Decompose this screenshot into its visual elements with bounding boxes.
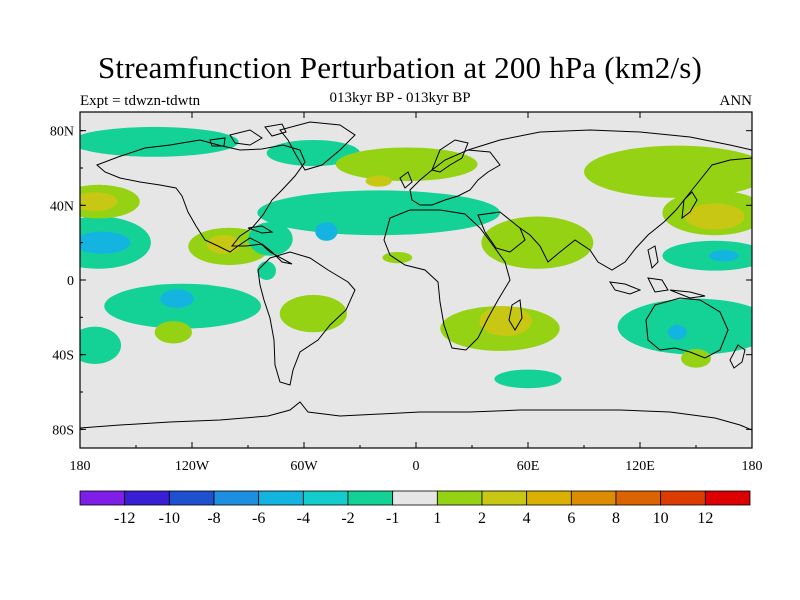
colorbar-label: -8 xyxy=(207,510,220,527)
colorbar-box xyxy=(570,490,617,506)
contour-s-atlantic-pos xyxy=(279,294,347,333)
coast-new-zealand xyxy=(729,344,746,369)
colorbar-box xyxy=(660,490,706,506)
colorbar-label: 2 xyxy=(478,510,486,527)
y-tick-label: 40N xyxy=(50,199,74,214)
contour-japan-core xyxy=(684,203,745,230)
x-tick-label: 0 xyxy=(413,459,420,474)
colorbar-label: -12 xyxy=(114,510,135,527)
contour-s-africa-core xyxy=(479,306,532,337)
colorbar-label: -2 xyxy=(341,510,354,527)
contour-mexico-core xyxy=(206,235,241,254)
contour-central-pac-core xyxy=(160,289,194,308)
coast-arctic-islands xyxy=(209,123,287,147)
coast-south-america xyxy=(257,251,356,386)
colorbar-label: -10 xyxy=(159,510,180,527)
x-axis: 180 120W 60W 0 60E 120E 180 xyxy=(70,112,763,474)
x-tick-label: 120W xyxy=(175,459,210,474)
y-tick-label: 80N xyxy=(50,125,74,140)
colorbar-box xyxy=(79,490,126,506)
x-tick-label: 180 xyxy=(70,459,91,474)
colorbar-label: 1 xyxy=(433,510,441,527)
coast-scandinavia xyxy=(431,139,469,173)
colorbar: -12 -10 -8 -6 -4 -2 -1 1 2 4 6 8 10 12 xyxy=(79,490,751,527)
colorbar-box xyxy=(704,490,751,506)
colorbar-box xyxy=(347,490,394,506)
contour-w-pac-core xyxy=(709,250,739,262)
contour-nw-pacific-core xyxy=(80,192,118,211)
colorbar-label: 10 xyxy=(653,510,669,527)
colorbar-label: -6 xyxy=(252,510,265,527)
season-label: ANN xyxy=(719,93,753,109)
colorbar-label: 4 xyxy=(523,510,531,527)
coast-madagascar xyxy=(508,299,523,331)
contour-arctic-pac-neg xyxy=(80,126,239,157)
coastlines xyxy=(80,121,752,431)
colorbar-label: 6 xyxy=(567,510,575,527)
contour-caribbean-neg xyxy=(248,222,293,256)
contour-s-america-neg xyxy=(257,261,276,280)
colorbar-box xyxy=(392,490,438,506)
y-tick-label: 80S xyxy=(52,423,74,438)
contour-w-pac-neg xyxy=(662,240,752,271)
contour-far-s-pac-pos xyxy=(681,349,711,368)
experiment-label: Expt = tdwzn-tdwtn xyxy=(80,93,201,109)
x-tick-label: 180 xyxy=(742,459,763,474)
coast-cuba xyxy=(247,225,274,234)
plot-title: Streamfunction Perturbation at 200 hPa (… xyxy=(97,50,703,85)
colorbar-label: 12 xyxy=(697,510,713,527)
coast-japan xyxy=(681,191,698,220)
contour-sw-pacific-core xyxy=(80,231,131,254)
coast-arabia xyxy=(477,211,526,253)
contour-nw-pac-e-pos xyxy=(584,145,752,198)
colorbar-box xyxy=(258,490,304,506)
y-axis: 80N 40N 0 40S 80S xyxy=(50,125,752,438)
contour-s-pac-pos xyxy=(154,321,192,344)
coast-indonesia xyxy=(609,277,706,299)
coast-british-isles xyxy=(399,171,413,189)
colorbar-box xyxy=(481,490,528,506)
colorbar-box xyxy=(124,490,170,506)
colorbar-label: -1 xyxy=(386,510,399,527)
colorbar-box xyxy=(615,490,662,506)
coast-greenland xyxy=(279,121,356,171)
y-tick-label: 40S xyxy=(52,349,74,364)
contour-s-ocean-neg xyxy=(494,369,562,389)
contour-australia-neg xyxy=(617,298,752,355)
contour-w-africa-pos xyxy=(382,252,413,264)
coast-africa xyxy=(383,209,511,351)
colorbar-box xyxy=(526,490,572,506)
contour-n-atlantic-neg xyxy=(257,190,500,236)
colorbar-box xyxy=(436,490,483,506)
colorbar-box xyxy=(168,490,215,506)
colorbar-box xyxy=(302,490,349,506)
x-tick-label: 120E xyxy=(625,459,655,474)
contour-se-pac-neg xyxy=(80,326,122,364)
colorbar-box xyxy=(213,490,260,506)
coast-philippines xyxy=(647,245,659,269)
coast-asia xyxy=(467,129,752,271)
x-tick-label: 60E xyxy=(517,459,540,474)
contour-arctic-pos xyxy=(335,147,478,182)
contour-greenland-neg xyxy=(266,140,361,167)
colorbar-label: -4 xyxy=(297,510,310,527)
contour-n-atlantic-core xyxy=(315,222,338,241)
y-tick-label: 0 xyxy=(67,274,74,289)
coast-north-america xyxy=(96,139,306,265)
contour-arctic-core xyxy=(365,175,392,187)
x-tick-label: 60W xyxy=(290,459,318,474)
coast-australia xyxy=(645,297,729,359)
contour-fill-layer xyxy=(80,126,752,389)
colorbar-label: 8 xyxy=(612,510,620,527)
coast-antarctica xyxy=(80,401,752,431)
coast-europe xyxy=(409,149,501,206)
contour-australia-core xyxy=(668,324,687,340)
plot-subtitle: 013kyr BP - 013kyr BP xyxy=(329,90,471,106)
